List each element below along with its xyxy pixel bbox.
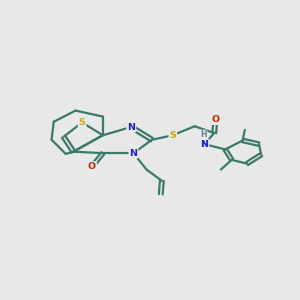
Text: N: N xyxy=(129,149,137,158)
Text: N: N xyxy=(129,149,137,158)
Text: N: N xyxy=(200,140,208,149)
Text: S: S xyxy=(79,118,86,127)
Text: N: N xyxy=(127,122,135,131)
Text: H: H xyxy=(201,140,208,149)
Text: H: H xyxy=(201,140,208,149)
Text: O: O xyxy=(211,115,219,124)
Text: S: S xyxy=(79,118,86,127)
Text: O: O xyxy=(88,162,96,171)
Text: H: H xyxy=(200,130,207,140)
Text: S: S xyxy=(169,131,176,140)
Text: N: N xyxy=(127,122,135,131)
Text: O: O xyxy=(211,115,219,124)
Text: S: S xyxy=(169,131,176,140)
Text: N: N xyxy=(200,140,208,149)
Text: H: H xyxy=(200,130,207,140)
Text: O: O xyxy=(88,162,96,171)
